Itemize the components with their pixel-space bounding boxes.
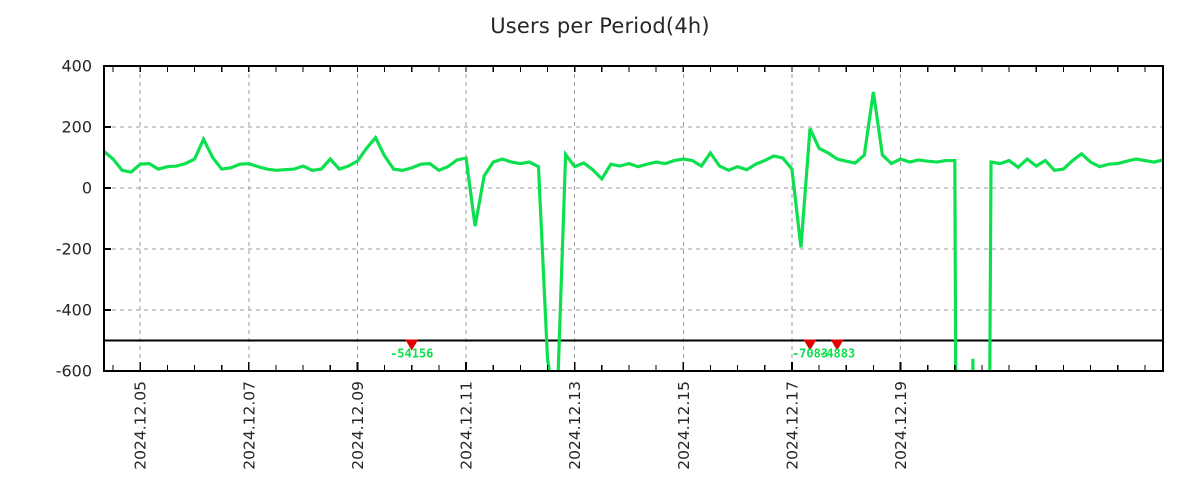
marker-layer xyxy=(405,339,844,351)
x-tick-label: 2024.12.07 xyxy=(240,381,258,470)
x-tick-label: 2024.12.11 xyxy=(458,381,476,470)
chart-title: Users per Period(4h) xyxy=(490,14,710,38)
x-tick-label: 2024.12.17 xyxy=(783,381,801,470)
x-axis-ticks: 2024.12.05 2024.12.07 2024.12.09 2024.12.11… xyxy=(132,381,910,470)
axis-layer xyxy=(103,65,1164,372)
annotation-label: -7083 xyxy=(792,347,828,361)
y-axis-ticks: 400 200 0 -200 -400 -600 xyxy=(56,57,92,381)
y-tick-label: -600 xyxy=(56,362,92,381)
annotation-layer: -54156 -7083-4883 xyxy=(390,347,855,361)
y-tick-label: -400 xyxy=(56,301,92,320)
y-tick-label: -200 xyxy=(56,240,92,259)
annotation-label: -4883 xyxy=(819,347,855,361)
annotation-label: -54156 xyxy=(390,347,433,361)
x-tick-label: 2024.12.09 xyxy=(349,381,367,470)
x-tick-label: 2024.12.13 xyxy=(566,381,584,470)
x-tick-label: 2024.12.19 xyxy=(892,381,910,470)
y-tick-label: 200 xyxy=(61,118,92,137)
series-line xyxy=(104,91,1163,371)
y-tick-label: 0 xyxy=(82,179,92,198)
x-tick-label: 2024.12.15 xyxy=(675,381,693,470)
x-tick-label: 2024.12.05 xyxy=(132,381,150,470)
grid-layer xyxy=(104,65,1163,371)
y-tick-label: 400 xyxy=(61,57,92,76)
